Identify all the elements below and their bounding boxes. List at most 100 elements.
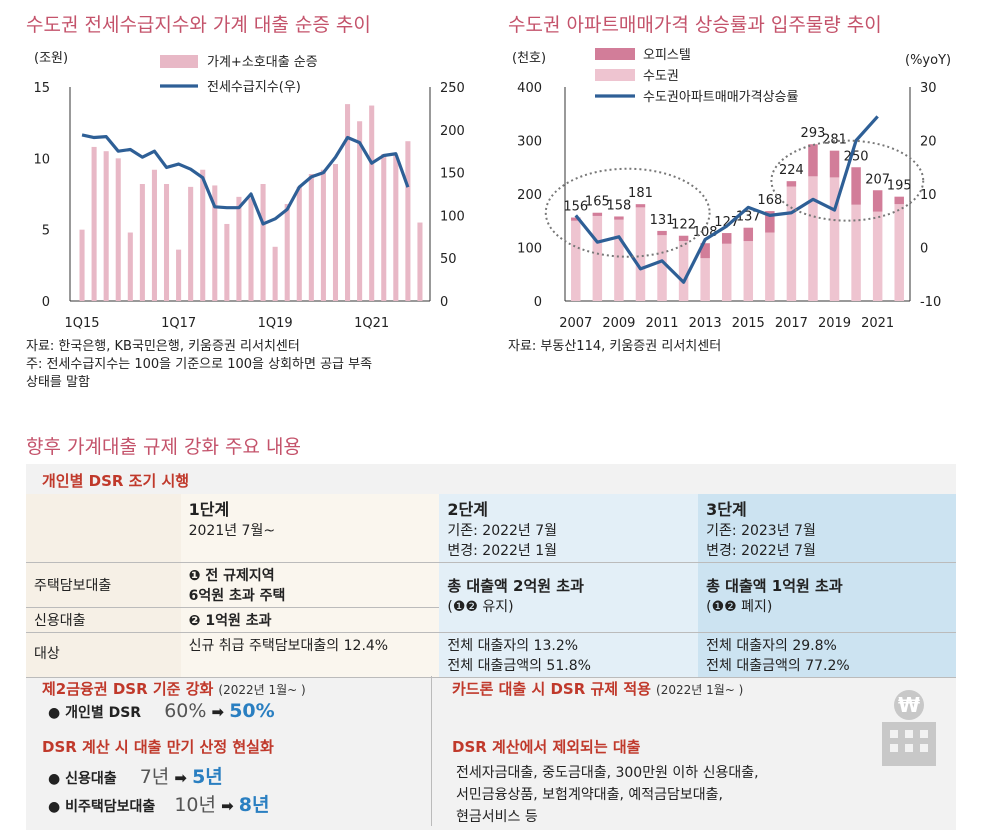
bar-office xyxy=(829,150,840,178)
chart2-title: 수도권 아파트매매가격 상승률과 입주물량 추이 xyxy=(508,14,882,36)
bar-office xyxy=(635,204,646,208)
bar-office xyxy=(678,235,689,242)
bar-metro xyxy=(721,243,732,301)
nonhousing-maturity-label: ● 비주택담보대출 xyxy=(48,799,156,815)
arrow-icon: ➡ xyxy=(211,703,225,721)
bar xyxy=(224,223,230,301)
data-label: 195 xyxy=(887,179,912,194)
legend-label-line: 전세수급지수(우) xyxy=(207,80,301,95)
row-mortgage-label: 주택담보대출 xyxy=(26,562,181,608)
stage2-new: 변경: 2022년 1월 xyxy=(447,543,558,559)
bar-office xyxy=(786,181,797,187)
credit-maturity-label: ● 신용대출 xyxy=(48,771,117,787)
bar xyxy=(248,198,254,301)
bar-office xyxy=(894,196,904,205)
excluded-list: 전세자금대출, 중도금대출, 300만원 이하 신용대출, 서민금융상품, 보험… xyxy=(456,762,759,828)
excluded-title: DSR 계산에서 제외되는 대출 xyxy=(452,738,641,756)
bar xyxy=(357,121,363,302)
bar-office xyxy=(743,227,754,242)
series-line xyxy=(81,133,410,226)
y-tick-label-right: 150 xyxy=(440,167,465,182)
bar-office xyxy=(851,167,861,205)
y-tick-label-right: 250 xyxy=(440,81,465,96)
bar-metro xyxy=(571,220,581,301)
stage1-mortgage-a: ❶ 전 규제지역 xyxy=(188,568,275,584)
bar-metro xyxy=(829,177,840,301)
bar xyxy=(417,222,423,301)
data-label: 158 xyxy=(606,198,631,213)
stage1-mortgage-b: 6억원 초과 주택 xyxy=(188,588,286,604)
stage3-target: 전체 대출자의 29.8% 전체 대출금액의 77.2% xyxy=(698,632,956,678)
chart1-source: 자료: 한국은행, KB국민은행, 키움증권 리서치센터 xyxy=(26,339,300,354)
stage1-credit: ❷ 1억원 초과 xyxy=(180,607,440,633)
won-coin-icon: ₩ xyxy=(894,690,924,720)
maturity-title: DSR 계산 시 대출 만기 산정 현실화 xyxy=(42,738,274,756)
second-tier-dsr: 제2금융권 DSR 기준 강화 (2022년 1월~ ) xyxy=(42,678,306,699)
x-tick-label: 2009 xyxy=(602,316,635,331)
bar xyxy=(188,186,194,301)
personal-dsr-to: 50% xyxy=(229,700,275,722)
y-tick-label-right: 30 xyxy=(920,81,937,96)
header-empty xyxy=(26,494,181,563)
data-label: 156 xyxy=(563,200,588,215)
stage3-sub: (❶❷ 폐지) xyxy=(706,599,773,615)
bar-metro xyxy=(894,204,904,301)
stage2-title: 2단계 xyxy=(447,500,488,519)
stage3-target-a: 전체 대출자의 29.8% xyxy=(706,638,837,654)
nonhousing-maturity-row: ● 비주택담보대출 10년 ➡ 8년 xyxy=(48,790,269,817)
excluded-line-1: 전세자금대출, 중도금대출, 300만원 이하 신용대출, xyxy=(456,765,759,781)
data-label: 168 xyxy=(757,193,782,208)
x-tick-label: 1Q17 xyxy=(161,316,196,331)
legend-label-line: 수도권아파트매매가격상승률 xyxy=(643,90,799,105)
legend-label-metro: 수도권 xyxy=(643,69,679,84)
stage2-target: 전체 대출자의 13.2% 전체 대출금액의 51.8% xyxy=(439,632,699,678)
data-label: 250 xyxy=(844,149,869,164)
bar-office xyxy=(721,233,732,244)
personal-dsr-label: ● 개인별 DSR xyxy=(48,705,142,721)
bar-metro xyxy=(635,207,646,301)
bar-metro xyxy=(765,232,775,301)
data-label: 131 xyxy=(650,213,675,228)
stage1-date: 2021년 7월~ xyxy=(188,523,276,539)
bar xyxy=(115,158,121,301)
credit-maturity-to: 5년 xyxy=(192,766,223,788)
stage1-mortgage: ❶ 전 규제지역 6억원 초과 주택 xyxy=(180,562,440,608)
y-tick-label-right: -10 xyxy=(920,295,941,310)
row-target-label: 대상 xyxy=(26,632,181,678)
x-tick-label: 2015 xyxy=(732,316,765,331)
personal-dsr-row: ● 개인별 DSR 60% ➡ 50% xyxy=(48,700,275,722)
legend-label-office: 오피스텔 xyxy=(643,48,691,63)
bar-metro xyxy=(700,258,710,301)
row-credit-label: 신용대출 xyxy=(26,607,181,633)
legend-swatch-bar xyxy=(160,55,198,68)
bar-metro xyxy=(678,241,689,301)
bar xyxy=(260,184,266,301)
chart1-note-cont: 상태를 말함 xyxy=(26,375,90,390)
bar-office xyxy=(808,144,818,177)
y-tick-label-right: 0 xyxy=(920,242,928,257)
stage2-condition: 총 대출액 2억원 초과 (❶❷ 유지) xyxy=(439,562,699,633)
bar-office xyxy=(700,243,710,259)
bar xyxy=(405,141,411,301)
bar xyxy=(176,249,182,301)
data-label: 281 xyxy=(822,133,847,148)
stage2-header: 2단계 기존: 2022년 7월 변경: 2022년 1월 xyxy=(439,494,699,563)
box-title: 개인별 DSR 조기 시행 xyxy=(42,472,190,490)
bar xyxy=(212,185,218,301)
y-tick-label-right: 10 xyxy=(920,188,937,203)
stage3-target-b: 전체 대출금액의 77.2% xyxy=(706,658,850,674)
bar-metro xyxy=(743,241,754,301)
y-tick-label-right: 100 xyxy=(440,209,465,224)
credit-maturity-from: 7년 xyxy=(139,766,170,788)
y-tick-label-left: 0 xyxy=(534,295,542,310)
bar xyxy=(393,155,399,301)
bar xyxy=(272,246,278,301)
bar xyxy=(127,232,133,301)
bar xyxy=(345,104,351,302)
excluded-section: DSR 계산에서 제외되는 대출 xyxy=(452,736,640,757)
bar-metro xyxy=(786,186,797,301)
bar xyxy=(381,154,387,301)
x-tick-label: 2013 xyxy=(689,316,722,331)
bar xyxy=(91,146,97,301)
